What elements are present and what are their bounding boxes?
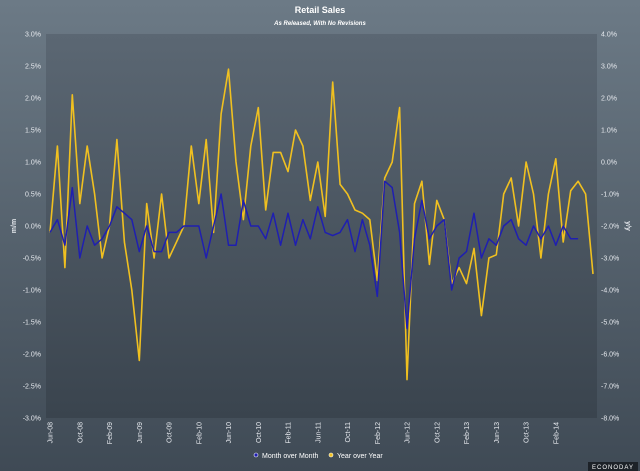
y-tick-right: -2.0%: [601, 224, 619, 231]
y-tick-right: -8.0%: [601, 416, 619, 423]
y-tick-right: -6.0%: [601, 352, 619, 359]
legend-label-yoy: Year over Year: [337, 453, 383, 460]
y-tick-right: -7.0%: [601, 384, 619, 391]
x-tick-label: Feb-10: [196, 422, 203, 444]
series-line-year-over-year: [49, 68, 594, 381]
y-tick-left: -1.5%: [23, 320, 41, 327]
y-tick-left: 3.0%: [25, 32, 41, 39]
y-axis-right-label: y/y: [624, 221, 631, 231]
y-tick-left: 1.0%: [25, 160, 41, 167]
x-tick-label: Oct-09: [167, 422, 174, 443]
x-tick-label: Jun-08: [48, 422, 55, 444]
y-tick-right: 2.0%: [601, 96, 617, 103]
x-tick-label: Jun-13: [494, 422, 501, 444]
x-tick-label: Jun-12: [405, 422, 412, 444]
y-tick-right: 3.0%: [601, 64, 617, 71]
y-tick-left: -2.0%: [23, 352, 41, 359]
legend-swatch-mom: [253, 452, 259, 458]
x-tick-label: Oct-10: [256, 422, 263, 443]
watermark: ECONODAY: [592, 465, 634, 471]
y-tick-right: -5.0%: [601, 320, 619, 327]
y-tick-left: -1.0%: [23, 288, 41, 295]
chart-subtitle: As Released, With No Revisions: [273, 21, 366, 27]
y-tick-left: -3.0%: [23, 416, 41, 423]
watermark-box: [588, 462, 638, 471]
y-tick-right: -1.0%: [601, 192, 619, 199]
x-tick-label: Feb-11: [286, 422, 293, 444]
x-tick-label: Oct-12: [434, 422, 441, 443]
y-tick-left: 0.5%: [25, 192, 41, 199]
y-axis-right-ticks: 4.0% 3.0% 2.0% 1.0% 0.0% -1.0% -2.0% -3.0% -4.0%…: [601, 32, 619, 423]
y-tick-left: 2.0%: [25, 96, 41, 103]
x-tick-label: Jun-09: [137, 422, 144, 444]
x-tick-label: Jun-10: [226, 422, 233, 444]
x-tick-label: Feb-13: [464, 422, 471, 444]
legend: Month over Month Year over Year: [253, 452, 383, 460]
legend-label-mom: Month over Month: [262, 453, 319, 460]
x-tick-label: Oct-08: [77, 422, 84, 443]
chart-title: Retail Sales: [295, 5, 346, 15]
y-axis-left-label: m/m: [11, 219, 18, 233]
x-tick-label: Feb-14: [553, 422, 560, 444]
y-tick-left: -2.5%: [23, 384, 41, 391]
y-tick-right: 0.0%: [601, 160, 617, 167]
y-tick-left: 0.0%: [25, 224, 41, 231]
legend-swatch-yoy: [328, 452, 334, 458]
x-tick-label: Feb-09: [107, 422, 114, 444]
x-tick-label: Feb-12: [375, 422, 382, 444]
x-tick-label: Jun-11: [315, 422, 322, 443]
y-axis-left-ticks: 3.0% 2.5% 2.0% 1.5% 1.0% 0.5% 0.0% -0.5% -1.0% -1…: [23, 32, 41, 423]
y-tick-left: -0.5%: [23, 256, 41, 263]
y-tick-left: 2.5%: [25, 64, 41, 71]
series-line-month-over-month: [49, 180, 579, 330]
y-tick-right: 1.0%: [601, 128, 617, 135]
y-tick-left: 1.5%: [25, 128, 41, 135]
x-tick-label: Oct-13: [524, 422, 531, 443]
y-tick-right: 4.0%: [601, 32, 617, 39]
y-tick-right: -3.0%: [601, 256, 619, 263]
x-axis-ticks: Jun-08 Oct-08 Feb-09 Jun-09 Oct-09 Feb-10 Jun-…: [48, 422, 561, 444]
x-tick-label: Oct-11: [345, 422, 352, 443]
y-tick-right: -4.0%: [601, 288, 619, 295]
series-lines: [49, 68, 594, 381]
